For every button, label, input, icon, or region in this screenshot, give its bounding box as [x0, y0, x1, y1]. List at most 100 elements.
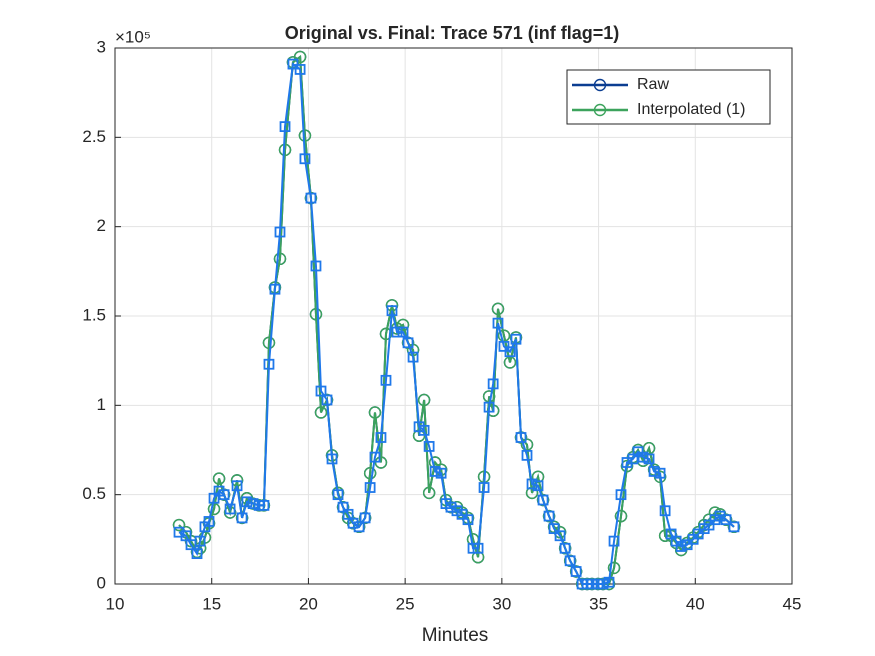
marker: [658, 529, 672, 542]
x-tick-label: 30: [492, 594, 511, 613]
marker: [364, 482, 376, 493]
marker: [347, 517, 359, 529]
x-tick-label: 35: [589, 594, 608, 613]
x-tick-label: 40: [686, 594, 705, 613]
marker: [375, 432, 387, 443]
marker: [353, 521, 365, 533]
legend-label: Interpolated (1): [637, 101, 746, 118]
x-tick-label: 25: [396, 594, 415, 613]
marker: [548, 523, 560, 535]
marker: [719, 513, 733, 526]
x-tick-label: 10: [106, 594, 125, 613]
marker: [491, 302, 505, 316]
marker: [368, 406, 382, 419]
marker: [293, 50, 307, 64]
marker: [247, 498, 259, 510]
marker: [478, 482, 490, 493]
y-tick-label: 1: [97, 395, 106, 414]
marker: [274, 226, 286, 238]
marker: [369, 451, 381, 463]
marker: [603, 576, 615, 588]
x-axis-label: Minutes: [422, 625, 489, 646]
legend-marker: [593, 78, 607, 92]
x-tick-label: 20: [299, 594, 318, 613]
marker: [402, 337, 414, 349]
y-tick-label: 2: [97, 216, 106, 235]
x-tick-label: 45: [783, 594, 802, 613]
marker: [720, 514, 732, 526]
marker: [597, 578, 609, 590]
legend-label: Raw: [637, 76, 669, 93]
marker: [173, 526, 185, 538]
marker: [435, 467, 447, 479]
y-exponent: ×10⁵: [115, 27, 151, 46]
marker: [314, 406, 328, 419]
marker: [172, 518, 186, 532]
marker: [262, 336, 276, 349]
marker: [607, 561, 621, 575]
marker: [515, 432, 527, 443]
axes-box: [114, 47, 793, 585]
chart-title: Original vs. Final: Trace 571 (inf flag=…: [285, 23, 620, 43]
marker: [309, 308, 323, 321]
marker: [305, 192, 317, 204]
marker: [521, 449, 533, 461]
marker: [621, 457, 633, 468]
legend-marker: [593, 103, 607, 117]
marker: [269, 283, 281, 295]
marker: [492, 317, 504, 329]
marker: [418, 424, 430, 436]
marker: [559, 542, 571, 554]
marker: [407, 351, 419, 363]
legend: Raw Interpolated (1): [566, 69, 771, 125]
marker: [241, 496, 253, 508]
marker: [614, 509, 628, 523]
marker: [310, 260, 322, 272]
marker: [231, 480, 243, 492]
marker: [326, 453, 338, 465]
marker: [564, 555, 576, 567]
marker: [620, 459, 634, 473]
x-tick-label: 15: [202, 594, 221, 613]
marker: [462, 514, 474, 526]
marker: [445, 501, 457, 513]
marker: [472, 542, 484, 554]
y-tick-label: 2.5: [82, 127, 106, 146]
marker: [359, 512, 371, 524]
y-tick-label: 0.5: [82, 484, 106, 503]
marker: [279, 121, 291, 133]
marker: [321, 394, 333, 406]
marker: [714, 510, 726, 522]
marker: [542, 509, 556, 523]
marker: [586, 578, 598, 590]
marker: [423, 441, 435, 452]
marker: [537, 494, 549, 506]
marker: [487, 378, 499, 390]
marker: [273, 252, 287, 266]
marker: [332, 489, 344, 501]
marker: [194, 535, 206, 547]
marker: [525, 486, 539, 500]
marker: [380, 374, 392, 386]
marker: [422, 486, 436, 500]
marker: [258, 499, 270, 511]
marker: [191, 548, 203, 560]
marker: [654, 467, 666, 479]
marker: [558, 542, 572, 555]
marker: [212, 472, 226, 485]
marker: [569, 565, 583, 578]
marker: [727, 520, 741, 534]
marker: [294, 64, 306, 75]
marker: [263, 358, 275, 370]
marker: [608, 535, 620, 547]
y-tick-label: 1.5: [82, 305, 106, 324]
marker: [504, 346, 516, 358]
marker: [637, 451, 649, 463]
marker: [379, 327, 393, 341]
marker: [563, 554, 577, 567]
marker: [203, 516, 215, 527]
marker: [532, 480, 544, 492]
marker: [643, 453, 655, 465]
marker: [363, 467, 377, 480]
